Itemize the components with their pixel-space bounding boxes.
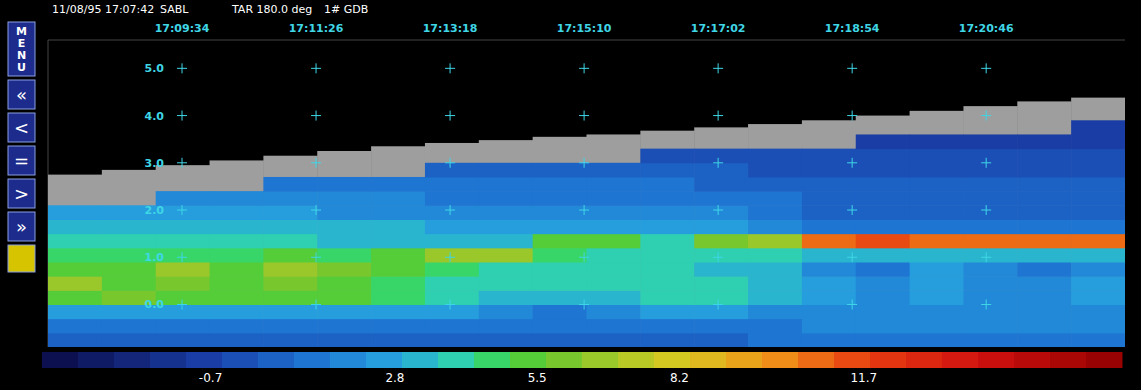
svg-text:«: « (16, 84, 27, 105)
svg-text:E: E (17, 37, 26, 50)
svg-text:8.2: 8.2 (670, 371, 689, 385)
svg-text:17:20:46: 17:20:46 (959, 22, 1014, 35)
svg-text:4.0: 4.0 (145, 110, 165, 123)
svg-text:17:09:34: 17:09:34 (155, 22, 210, 35)
svg-text:=: = (14, 150, 29, 171)
svg-text:17:17:02: 17:17:02 (691, 22, 746, 35)
html-text:1# GDB: 1# GDB (324, 3, 369, 16)
svg-text:M: M (16, 25, 27, 38)
svg-text:>: > (14, 183, 29, 204)
svg-text:2.0: 2.0 (145, 204, 165, 217)
svg-text:N: N (16, 49, 27, 62)
html-text:SABL: SABL (160, 3, 189, 16)
svg-text:11.7: 11.7 (850, 371, 877, 385)
html-text:TAR 180.0 deg: TAR 180.0 deg (232, 3, 313, 16)
html-text:11/08/95 17:07:42: 11/08/95 17:07:42 (52, 3, 155, 16)
svg-text:0.0: 0.0 (145, 298, 165, 311)
svg-text:5.5: 5.5 (528, 371, 547, 385)
svg-text:17:15:10: 17:15:10 (557, 22, 612, 35)
svg-text:17:13:18: 17:13:18 (423, 22, 478, 35)
svg-text:5.0: 5.0 (145, 62, 165, 75)
svg-text:1.0: 1.0 (145, 251, 165, 264)
svg-text:17:11:26: 17:11:26 (289, 22, 344, 35)
svg-text:3.0: 3.0 (145, 157, 165, 170)
svg-text:»: » (16, 216, 27, 237)
svg-text:2.8: 2.8 (385, 371, 404, 385)
svg-text:17:18:54: 17:18:54 (825, 22, 880, 35)
svg-text:<: < (14, 117, 29, 138)
svg-text:U: U (17, 61, 26, 74)
svg-text:-0.7: -0.7 (199, 371, 222, 385)
